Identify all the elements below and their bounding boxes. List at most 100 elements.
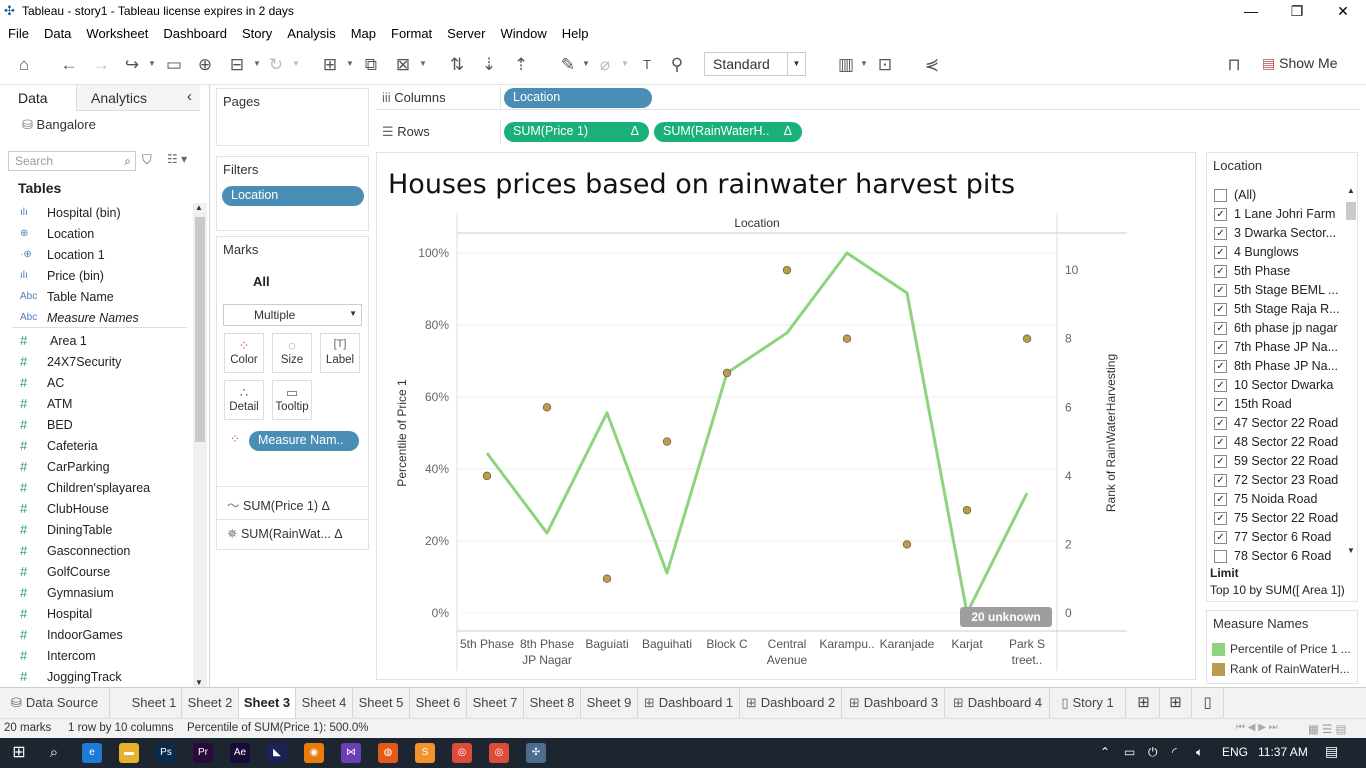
location-checkbox-item[interactable]: ✓ 75 Noida Road	[1213, 490, 1353, 509]
pause-dropdown-icon[interactable]: ▼	[253, 59, 261, 68]
scroll-up-icon[interactable]: ▲	[195, 203, 203, 212]
field-measure-item[interactable]: # AC	[0, 374, 190, 395]
field-measure-item[interactable]: # DiningTable	[0, 521, 190, 542]
rank-point[interactable]	[542, 403, 552, 412]
field-measure-item[interactable]: # Cafeteria	[0, 437, 190, 458]
rank-point[interactable]	[782, 265, 792, 275]
series-line-price-percentile[interactable]	[485, 251, 1029, 615]
checkbox[interactable]: ✓	[1214, 379, 1227, 392]
label-button[interactable]: [T] Label	[320, 333, 360, 373]
field-dimension-item[interactable]: Abc Measure Names	[0, 309, 190, 330]
explorer-app-icon[interactable]: ▬	[119, 743, 139, 763]
checkbox[interactable]: ✓	[1214, 436, 1227, 449]
checkbox[interactable]: ✓	[1214, 284, 1227, 297]
location-checkbox-item[interactable]: ✓ 6th phase jp nagar	[1213, 319, 1353, 338]
checkbox[interactable]: ✓	[1214, 303, 1227, 316]
location-checkbox-item[interactable]: ✓ 72 Sector 23 Road	[1213, 471, 1353, 490]
rank-point[interactable]	[602, 574, 612, 583]
field-measure-item[interactable]: # GolfCourse	[0, 563, 190, 584]
menu-dashboard[interactable]: Dashboard	[163, 26, 227, 41]
location-checkbox-item[interactable]: ✓ 47 Sector 22 Road	[1213, 414, 1353, 433]
marks-section-price[interactable]: 〜 SUM(Price 1) Δ	[217, 489, 368, 517]
fit-select[interactable]: Standard ▼	[704, 52, 806, 76]
marks-all-label[interactable]: All	[253, 274, 270, 289]
sheet-tab[interactable]: Sheet 8	[524, 688, 581, 718]
menu-map[interactable]: Map	[350, 26, 376, 41]
group-dropdown-icon[interactable]: ▼	[621, 59, 629, 68]
undo-icon[interactable]: ←	[60, 55, 78, 74]
rank-point[interactable]	[482, 471, 492, 481]
group-icon[interactable]: ⌀	[599, 55, 611, 74]
sort-ascending-icon[interactable]: ⇣	[481, 55, 497, 74]
location-checkbox-item[interactable]: ✓ 59 Sector 22 Road	[1213, 452, 1353, 471]
refresh-dropdown-icon[interactable]: ▼	[292, 59, 300, 68]
clear-sheet-icon[interactable]: ⊠	[395, 55, 411, 74]
new-worksheet-dropdown-icon[interactable]: ▼	[346, 59, 354, 68]
swap-rows-columns-icon[interactable]: ⇅	[449, 55, 465, 74]
location-checkbox-item[interactable]: ✓ 5th Stage Raja R...	[1213, 300, 1353, 319]
location-scrollbar[interactable]: ▲ ▼	[1344, 186, 1358, 560]
edge-app-icon[interactable]: e	[82, 743, 102, 763]
sheet-tab[interactable]: ⊞ Dashboard 1	[638, 688, 740, 718]
rank-point[interactable]	[1022, 334, 1032, 343]
cards-dropdown-icon[interactable]: ▼	[860, 59, 868, 68]
media-encoder-app-icon[interactable]: ◣	[267, 743, 287, 763]
tableau-app-icon[interactable]: ✣	[526, 743, 546, 763]
home-icon[interactable]: ⌂	[18, 55, 30, 74]
measure-names-color-pill[interactable]: Measure Nam..	[249, 431, 359, 451]
field-measure-item[interactable]: # ClubHouse	[0, 500, 190, 521]
new-datasource-icon[interactable]: ⊕	[197, 55, 213, 74]
power-icon[interactable]: ⏻	[1148, 745, 1158, 759]
location-checkbox-item[interactable]: ✓ 3 Dwarka Sector...	[1213, 224, 1353, 243]
sheet-tab[interactable]: Sheet 6	[410, 688, 467, 718]
field-measure-item[interactable]: #24X7Security	[0, 353, 190, 374]
after-effects-app-icon[interactable]: Ae	[230, 743, 250, 763]
checkbox[interactable]: ✓	[1214, 398, 1227, 411]
show-me-button[interactable]: ▤ Show Me	[1262, 55, 1337, 72]
location-checkbox-item[interactable]: ✓ 10 Sector Dwarka	[1213, 376, 1353, 395]
location-checkbox-item[interactable]: ✓ 5th Stage BEML ...	[1213, 281, 1353, 300]
field-scrollbar[interactable]: ▲ ▼	[193, 203, 207, 687]
new-dashboard-tab-icon[interactable]: ⊞	[1160, 688, 1192, 718]
close-button[interactable]: ✕	[1337, 3, 1349, 19]
legend-item-price[interactable]: Percentile of Price 1 ...	[1230, 642, 1351, 656]
field-measure-item[interactable]: # Children'splayarea	[0, 479, 190, 500]
color-button[interactable]: ⁘ Color	[224, 333, 264, 373]
scroll-down-icon[interactable]: ▼	[1347, 546, 1355, 555]
tray-chevron-icon[interactable]: ⌃	[1100, 745, 1111, 759]
presentation-mode-icon[interactable]: ⊡	[877, 55, 893, 74]
windows-start-icon[interactable]: ⊞	[12, 744, 26, 761]
menu-data[interactable]: Data	[43, 26, 72, 41]
rank-point[interactable]	[722, 368, 732, 378]
new-story-tab-icon[interactable]: ▯	[1192, 688, 1224, 718]
field-dimension-item[interactable]: Abc Table Name	[0, 288, 190, 309]
location-checkbox-item[interactable]: ✓ 48 Sector 22 Road	[1213, 433, 1353, 452]
chrome-app-icon[interactable]: ◎	[452, 743, 472, 763]
sublime-app-icon[interactable]: S	[415, 743, 435, 763]
field-dimension-item[interactable]: ılı Price (bin)	[0, 267, 190, 288]
columns-shelf[interactable]: iii Columns Location	[376, 86, 1360, 110]
location-checkbox-item[interactable]: ✓ 4 Bunglows	[1213, 243, 1353, 262]
refresh-icon[interactable]: ↻	[268, 55, 284, 74]
checkbox[interactable]: ✓	[1214, 455, 1227, 468]
field-dimension-item[interactable]: ılı Hospital (bin)	[0, 204, 190, 225]
show-cards-icon[interactable]: ▥	[837, 55, 855, 74]
location-checkbox-item[interactable]: 78 Sector 6 Road	[1213, 547, 1353, 566]
filters-shelf[interactable]: Filters Location	[216, 156, 369, 231]
location-checkbox-item[interactable]: ✓ 75 Sector 22 Road	[1213, 509, 1353, 528]
restore-button[interactable]: ❐	[1290, 3, 1304, 19]
field-measure-item[interactable]: # Area 1	[0, 332, 190, 353]
location-checkbox-item[interactable]: ✓ 7th Phase JP Na...	[1213, 338, 1353, 357]
menu-server[interactable]: Server	[447, 26, 486, 41]
menu-story[interactable]: Story	[241, 26, 273, 41]
premiere-app-icon[interactable]: Pr	[193, 743, 213, 763]
unknown-badge[interactable]	[960, 607, 1052, 627]
menu-format[interactable]: Format	[391, 26, 433, 41]
checkbox[interactable]: ✓	[1214, 246, 1227, 259]
checkbox[interactable]	[1214, 550, 1227, 563]
sheet-tab[interactable]: Sheet 5	[353, 688, 410, 718]
checkbox[interactable]: ✓	[1214, 208, 1227, 221]
show-labels-icon[interactable]: T	[643, 57, 651, 72]
tooltip-button[interactable]: ▭ Tooltip	[272, 380, 312, 420]
share-icon[interactable]: ⋞	[924, 55, 940, 74]
